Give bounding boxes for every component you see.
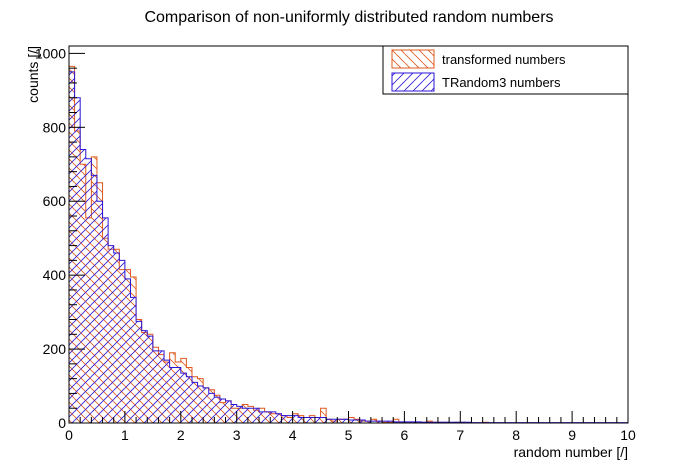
trandom3-numbers-bin xyxy=(359,420,366,423)
trandom3-numbers-bin xyxy=(253,408,260,423)
trandom3-numbers-bin xyxy=(393,421,399,423)
trandom3-numbers-bin xyxy=(136,321,142,423)
trandom3-numbers-bin xyxy=(141,330,148,423)
x-tick-label: 8 xyxy=(512,427,520,443)
y-tick-label: 400 xyxy=(43,267,67,283)
trandom3-numbers-bin xyxy=(415,421,422,423)
trandom3-numbers-bin xyxy=(387,421,394,423)
trandom3-numbers-bin xyxy=(219,398,226,423)
trandom3-numbers-bin xyxy=(292,415,299,423)
legend-label-trandom3: TRandom3 numbers xyxy=(442,75,561,90)
x-tick-label: 6 xyxy=(401,427,409,443)
trandom3-numbers-bin xyxy=(365,421,371,423)
trandom3-numbers-bin xyxy=(164,360,170,423)
y-tick-label: 200 xyxy=(43,341,67,357)
trandom3-numbers-bin xyxy=(287,415,293,423)
trandom3-numbers-bin xyxy=(130,297,137,423)
trandom3-numbers-bin xyxy=(309,417,315,423)
trandom3-numbers-bin xyxy=(264,411,271,423)
trandom3-numbers-bin xyxy=(225,400,232,423)
legend: transformed numbers TRandom3 numbers xyxy=(382,45,629,95)
x-tick-label: 0 xyxy=(65,427,73,443)
y-tick-label: 600 xyxy=(43,193,67,209)
trandom3-numbers-bin xyxy=(298,417,304,423)
trandom3-numbers-bin xyxy=(376,421,383,423)
x-tick-label: 5 xyxy=(345,427,353,443)
trandom3-numbers-bin xyxy=(326,419,332,423)
trandom3-numbers-bin xyxy=(404,421,410,423)
trandom3-numbers-bin xyxy=(175,367,181,423)
trandom3-numbers-bin xyxy=(354,420,360,423)
trandom3-numbers-bin xyxy=(203,387,209,423)
trandom3-numbers-bin xyxy=(186,376,192,423)
chart-title: Comparison of non-uniformly distributed … xyxy=(144,9,553,26)
trandom3-numbers-bin xyxy=(337,419,343,423)
trandom3-numbers-bin xyxy=(147,336,153,423)
trandom3-numbers-bin xyxy=(96,201,103,423)
trandom3-numbers-bin xyxy=(370,421,377,423)
transformed-numbers-bin xyxy=(393,419,399,423)
trandom3-numbers-bin xyxy=(398,421,405,423)
legend-swatch-trandom3 xyxy=(391,72,435,92)
y-tick-label: 1000 xyxy=(35,45,66,61)
trandom3-numbers-bin xyxy=(247,408,254,423)
x-tick-label: 3 xyxy=(233,427,241,443)
transformed-numbers-bin xyxy=(320,408,327,423)
trandom3-numbers-bin xyxy=(259,411,265,423)
trandom3-numbers-bin xyxy=(69,71,75,423)
trandom3-numbers-bin xyxy=(191,382,198,423)
trandom3-numbers-bin xyxy=(382,421,388,423)
x-axis: 0 1 2 3 4 5 6 7 8 9 10 xyxy=(65,411,636,443)
trandom3-numbers-bin xyxy=(158,350,165,423)
series-trandom3-numbers xyxy=(68,71,629,424)
trandom3-numbers-bin xyxy=(275,413,282,423)
trandom3-numbers-bin xyxy=(85,158,92,423)
y-tick-label: 800 xyxy=(43,119,67,135)
trandom3-numbers-bin xyxy=(152,350,159,423)
x-tick-label: 7 xyxy=(456,427,464,443)
trandom3-numbers-bin xyxy=(80,149,86,424)
trandom3-numbers-bin xyxy=(208,393,215,423)
trandom3-numbers-bin xyxy=(91,175,97,423)
x-tick-label: 1 xyxy=(121,427,129,443)
trandom3-numbers-bin xyxy=(236,406,243,423)
trandom3-numbers-bin xyxy=(409,421,416,423)
trandom3-numbers-bin xyxy=(124,278,131,423)
trandom3-numbers-bin xyxy=(348,420,355,423)
y-axis-label: counts [/] xyxy=(25,46,41,103)
trandom3-numbers-bin xyxy=(281,415,288,423)
trandom3-numbers-bin xyxy=(197,386,204,423)
trandom3-numbers-bin xyxy=(108,245,114,423)
trandom3-numbers-bin xyxy=(320,417,327,423)
x-tick-label: 9 xyxy=(568,427,576,443)
trandom3-numbers-bin xyxy=(270,411,276,423)
x-tick-label: 10 xyxy=(620,427,636,443)
x-axis-label: random number [/] xyxy=(514,444,628,460)
x-tick-label: 2 xyxy=(177,427,185,443)
legend-swatch-transformed xyxy=(391,49,435,69)
trandom3-numbers-bin xyxy=(231,404,237,423)
x-tick-label: 4 xyxy=(289,427,297,443)
trandom3-numbers-bin xyxy=(342,419,349,423)
trandom3-numbers-bin xyxy=(331,419,338,423)
trandom3-numbers-bin xyxy=(169,367,176,423)
trandom3-numbers-bin xyxy=(314,417,321,423)
trandom3-numbers-bin xyxy=(214,397,220,423)
trandom3-numbers-bin xyxy=(113,252,120,423)
legend-label-transformed: transformed numbers xyxy=(442,52,566,67)
trandom3-numbers-bin xyxy=(74,97,81,424)
y-axis: 0 200 400 600 800 1000 xyxy=(35,45,85,431)
y-tick-label: 0 xyxy=(58,415,66,431)
trandom3-numbers-bin xyxy=(303,417,310,423)
trandom3-numbers-bin xyxy=(119,260,125,423)
trandom3-numbers-bin xyxy=(242,408,248,423)
trandom3-numbers-bin xyxy=(180,373,187,423)
trandom3-numbers-bin xyxy=(102,217,109,423)
